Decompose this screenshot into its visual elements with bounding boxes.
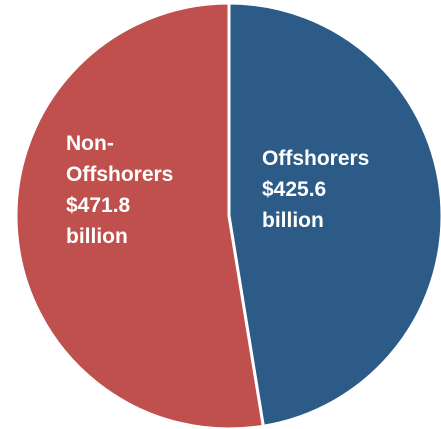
pie-label-non-offshorers-line-2: Offshorers: [66, 163, 174, 186]
pie-slice-non-offshorers: [14, 1, 265, 429]
pie-label-offshorers-line-2: $425.6: [262, 178, 327, 201]
pie-label-offshorers-line-3: billion: [262, 209, 324, 232]
pie-label-offshorers: Offshorers $425.6 billion: [262, 143, 369, 236]
pie-label-non-offshorers-line-1: Non-: [66, 132, 114, 155]
pie-label-non-offshorers-line-4: billion: [66, 225, 128, 248]
pie-label-offshorers-line-1: Offshorers: [262, 147, 370, 170]
pie-slice-offshorers: [227, 1, 441, 428]
pie-label-non-offshorers: Non- Offshorers $471.8 billion: [66, 128, 173, 252]
pie-label-non-offshorers-line-3: $471.8: [66, 194, 131, 217]
